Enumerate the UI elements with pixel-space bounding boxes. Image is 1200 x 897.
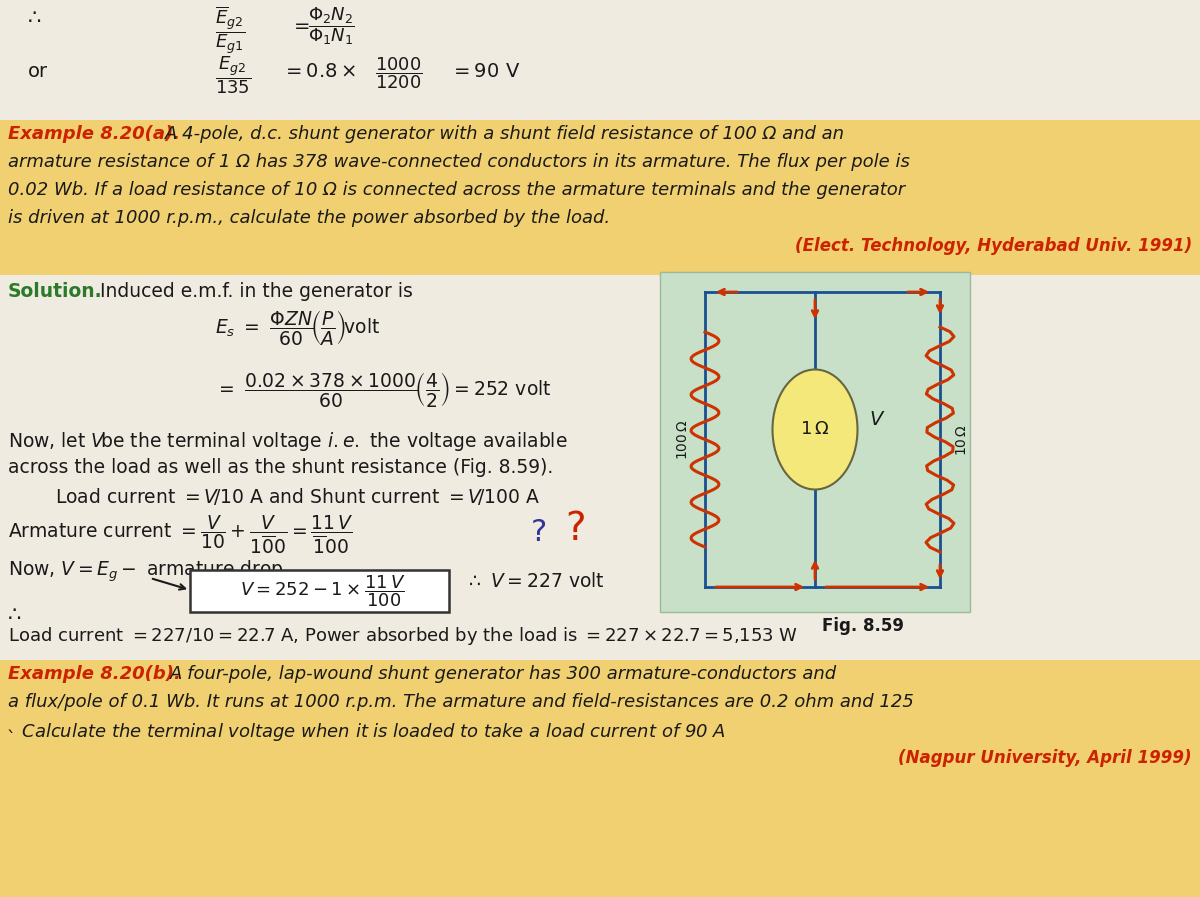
Text: Induced e.m.f. in the generator is: Induced e.m.f. in the generator is xyxy=(100,282,413,301)
Text: Example 8.20(a).: Example 8.20(a). xyxy=(8,125,180,143)
Text: $E_s \ = \ \dfrac{\Phi Z N}{60}\!\left(\dfrac{P}{A}\right)\!\mathrm{volt}$: $E_s \ = \ \dfrac{\Phi Z N}{60}\!\left(\… xyxy=(215,308,380,347)
Text: $\dfrac{\overline{E}_{g2}}{E_{g1}}$: $\dfrac{\overline{E}_{g2}}{E_{g1}}$ xyxy=(215,5,245,57)
Text: A four-pole, lap-wound shunt generator has 300 armature-conductors and: A four-pole, lap-wound shunt generator h… xyxy=(170,665,838,683)
Text: (Elect. Technology, Hyderabad Univ. 1991): (Elect. Technology, Hyderabad Univ. 1991… xyxy=(794,237,1192,255)
Text: across the load as well as the shunt resistance (Fig. 8.59).: across the load as well as the shunt res… xyxy=(8,458,553,477)
Text: $V$: $V$ xyxy=(869,410,886,429)
Bar xyxy=(0,770,1200,897)
Bar xyxy=(660,272,970,612)
Text: $= \ \dfrac{0.02 \times 378 \times 1000}{60}\!\left(\dfrac{4}{2}\right) = 252\ \: $= \ \dfrac{0.02 \times 378 \times 1000}… xyxy=(215,370,552,409)
Ellipse shape xyxy=(773,370,858,490)
Text: ∴: ∴ xyxy=(28,8,41,28)
Text: Armature current $= \dfrac{V}{10} + \dfrac{V}{1\overline{0}0} = \dfrac{11\,V}{\o: Armature current $= \dfrac{V}{10} + \dfr… xyxy=(8,514,353,556)
Text: $?$: $?$ xyxy=(530,518,546,547)
Text: Load current $= V\!/10$ A and Shunt current $= V\!/100$ A: Load current $= V\!/10$ A and Shunt curr… xyxy=(55,486,540,507)
Text: a flux/pole of 0.1 Wb. It runs at 1000 r.p.m. The armature and field-resistances: a flux/pole of 0.1 Wb. It runs at 1000 r… xyxy=(8,693,914,711)
Text: $= 90\ \mathrm{V}$: $= 90\ \mathrm{V}$ xyxy=(450,62,521,81)
Text: Load current $= 227/10 = 22.7$ A, Power absorbed by the load is $= 227 \times 22: Load current $= 227/10 = 22.7$ A, Power … xyxy=(8,625,798,647)
Text: Solution.: Solution. xyxy=(8,282,103,301)
Bar xyxy=(0,120,1200,275)
Text: $1\,\Omega$: $1\,\Omega$ xyxy=(800,421,829,439)
Text: ∴: ∴ xyxy=(8,605,22,625)
Text: (Nagpur University, April 1999): (Nagpur University, April 1999) xyxy=(899,749,1192,767)
Text: $=$: $=$ xyxy=(290,15,310,34)
Text: A 4-pole, d.c. shunt generator with a shunt field resistance of 100 Ω and an: A 4-pole, d.c. shunt generator with a sh… xyxy=(166,125,845,143)
Text: or: or xyxy=(28,62,48,81)
FancyBboxPatch shape xyxy=(190,570,449,612)
Text: armature resistance of 1 Ω has 378 wave-connected conductors in its armature. Th: armature resistance of 1 Ω has 378 wave-… xyxy=(8,153,910,171)
Text: $\dfrac{E_{g2}}{135}$: $\dfrac{E_{g2}}{135}$ xyxy=(215,55,251,97)
Text: Now, $V = E_g -$ armature drop: Now, $V = E_g -$ armature drop xyxy=(8,558,283,584)
Text: $\dfrac{\Phi_2 N_2}{\Phi_1 N_1}$: $\dfrac{\Phi_2 N_2}{\Phi_1 N_1}$ xyxy=(308,5,355,47)
Text: is driven at 1000 r.p.m., calculate the power absorbed by the load.: is driven at 1000 r.p.m., calculate the … xyxy=(8,209,610,227)
Bar xyxy=(0,660,1200,897)
Text: $\grave{}\grave{}\grave{}$  Calculate the terminal voltage when it is loaded to : $\grave{}\grave{}\grave{}$ Calculate the… xyxy=(8,721,726,743)
Text: Fig. 8.59: Fig. 8.59 xyxy=(822,617,904,635)
Text: $10\,\Omega$: $10\,\Omega$ xyxy=(955,423,970,456)
Text: Now, let $V\!$be the terminal voltage $i.e.$ the voltage available: Now, let $V\!$be the terminal voltage $i… xyxy=(8,430,568,453)
Text: Example 8.20(b).: Example 8.20(b). xyxy=(8,665,181,683)
Text: $100\,\Omega$: $100\,\Omega$ xyxy=(676,419,690,460)
Text: $\therefore\ V = 227\ \mathrm{volt}$: $\therefore\ V = 227\ \mathrm{volt}$ xyxy=(466,572,605,591)
Text: $\dfrac{1000}{1200}$: $\dfrac{1000}{1200}$ xyxy=(374,55,422,91)
Text: $V = 252 - 1 \times \dfrac{11\,V}{100}$: $V = 252 - 1 \times \dfrac{11\,V}{100}$ xyxy=(240,573,406,609)
Text: $?$: $?$ xyxy=(565,510,584,548)
Text: 0.02 Wb. If a load resistance of 10 Ω is connected across the armature terminals: 0.02 Wb. If a load resistance of 10 Ω is… xyxy=(8,181,905,199)
Text: $= 0.8 \times$: $= 0.8 \times$ xyxy=(282,62,356,81)
